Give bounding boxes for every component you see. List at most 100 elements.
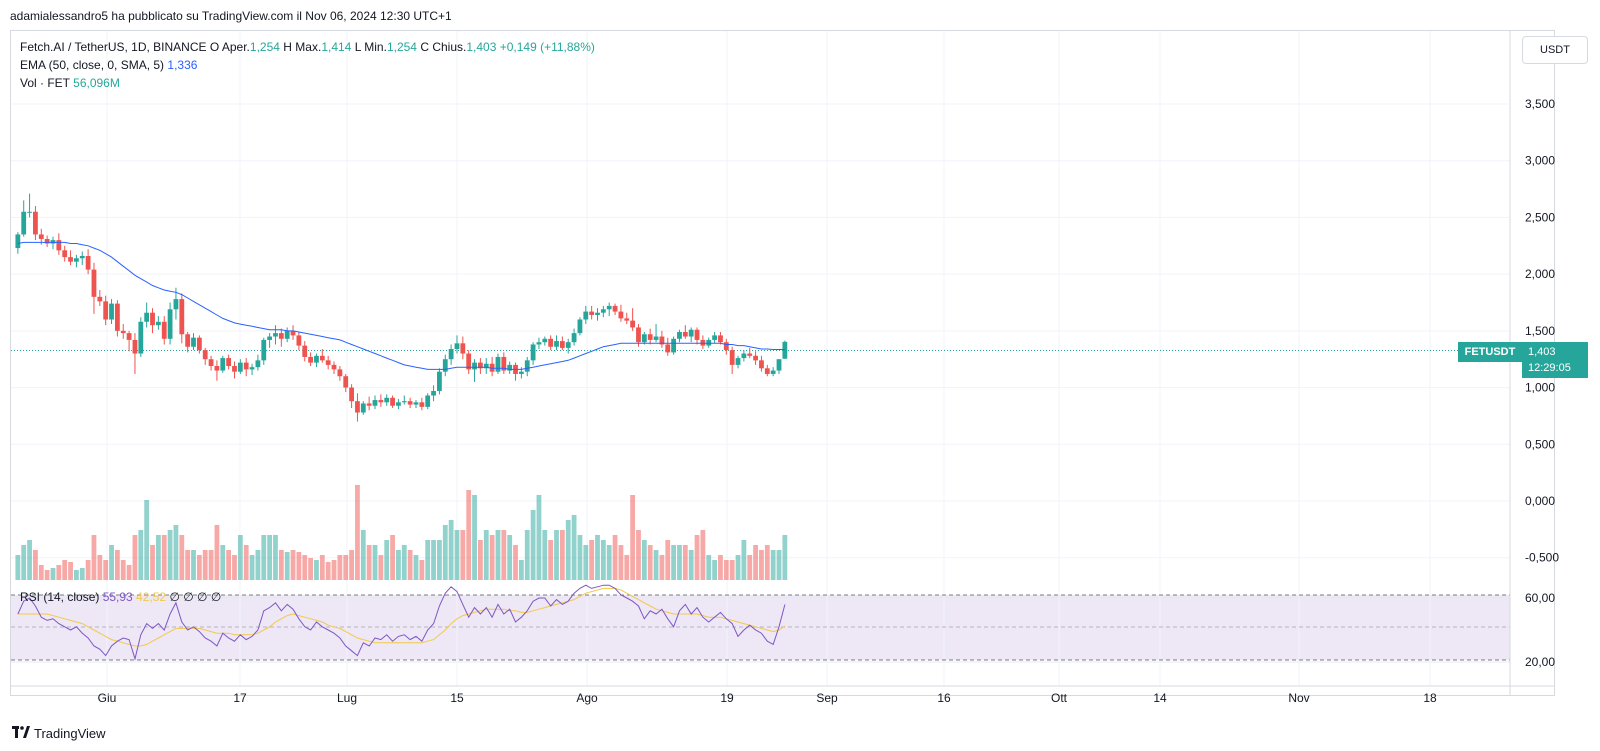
last-price-value: 1,403 (1528, 346, 1556, 358)
volume-bar (677, 545, 682, 580)
candle (448, 344, 454, 365)
volume-bar (513, 545, 518, 580)
time-tick-label: 17 (233, 691, 247, 705)
brand-name: TradingView (34, 725, 106, 741)
candle (682, 325, 688, 339)
candle-body (483, 363, 489, 369)
candle-body (559, 341, 565, 348)
volume-label: Vol · FET (20, 76, 70, 90)
volume-bar (302, 555, 308, 580)
legend-title: Fetch.AI / TetherUS, 1D, BINANCE (20, 40, 207, 54)
rsi-tick-label: 60,00 (1525, 591, 1555, 605)
legend-ema[interactable]: EMA (50, close, 0, SMA, 5) 1,336 (20, 58, 197, 72)
volume-bar (114, 550, 120, 580)
ema-value: 1,336 (167, 58, 198, 72)
volume-bar (68, 562, 73, 580)
candle (483, 358, 489, 374)
volume-bar (120, 560, 126, 580)
price-tick-label: 1,000 (1525, 381, 1555, 395)
candle (466, 350, 472, 374)
volume-bar (782, 535, 788, 580)
legend-rsi[interactable]: RSI (14, close) 55,93 42,52 ∅ ∅ ∅ ∅ (20, 590, 221, 604)
volume-bar (196, 555, 202, 580)
volume-bar (103, 560, 109, 580)
rsi-ma-line (17, 587, 786, 647)
volume-bar (624, 555, 630, 580)
volume-bar (454, 530, 460, 580)
volume-bar (583, 545, 589, 580)
candle-body (782, 341, 788, 359)
candle-body (600, 309, 606, 313)
candle (214, 360, 220, 381)
candle (653, 324, 659, 343)
candle (565, 338, 571, 354)
candle (27, 193, 32, 218)
volume-bar (466, 490, 472, 580)
volume-bar (630, 495, 636, 580)
volume-bar (706, 555, 712, 580)
candle-body (495, 356, 501, 372)
candle (712, 331, 717, 344)
candle-body (267, 336, 273, 340)
volume-bar (390, 535, 395, 580)
candle (161, 316, 167, 345)
rsi-value: 55,93 (102, 590, 133, 604)
price-tick-label: 2,500 (1525, 210, 1555, 224)
candle (419, 397, 425, 411)
volume-bar (208, 550, 214, 580)
candle-body (712, 335, 717, 340)
volume-bar (712, 560, 717, 580)
tradingview-logo[interactable]: TradingView (12, 725, 106, 741)
candle (114, 300, 120, 337)
candle (68, 250, 73, 266)
candle-body (243, 362, 249, 370)
volume-bar (507, 535, 513, 580)
volume-bar (319, 555, 325, 580)
volume-bar (460, 530, 466, 580)
candle (554, 335, 559, 351)
volume-bar (308, 558, 314, 580)
time-tick-label: 14 (1153, 691, 1167, 705)
candle-body (214, 366, 220, 371)
price-tick-label: 1,500 (1525, 324, 1555, 338)
legend-volume[interactable]: Vol · FET 56,096M (20, 76, 120, 90)
volume-bar (759, 550, 764, 580)
candle (718, 331, 723, 345)
candle (267, 333, 273, 348)
volume-bar (314, 560, 319, 580)
candle (407, 397, 413, 408)
candle-body (665, 344, 671, 353)
candle-body (571, 333, 577, 343)
volume-bar (671, 545, 677, 580)
legend-high: 1,414 (321, 40, 352, 54)
currency-unit-button[interactable]: USDT (1522, 36, 1588, 64)
grid (11, 31, 1510, 686)
candle (647, 328, 653, 345)
candle (595, 308, 600, 321)
candle (349, 384, 354, 408)
candle-body (378, 400, 384, 403)
volume-bar (109, 545, 114, 580)
candle (425, 393, 431, 410)
volume-bar (33, 550, 38, 580)
candle (390, 395, 395, 408)
candle-body (85, 255, 91, 270)
candle (15, 232, 21, 254)
candle-body (524, 360, 530, 372)
volume-bar (267, 535, 273, 580)
volume-bar (647, 545, 653, 580)
candle (56, 233, 62, 255)
candle (524, 356, 530, 377)
candle-body (360, 403, 366, 413)
volume-bar (126, 565, 132, 580)
time-axis-labels: Giu 17 Lug 15 Ago 19 Sep 16 Ott 14 Nov 18 (98, 691, 1437, 705)
legend-h-label: H (283, 40, 292, 54)
candle-body (589, 311, 595, 315)
candle-body (518, 371, 524, 374)
candle-body (232, 366, 237, 372)
candle-body (314, 355, 319, 363)
volume-bar (413, 555, 419, 580)
candle (372, 395, 378, 410)
volume-bar (150, 545, 155, 580)
